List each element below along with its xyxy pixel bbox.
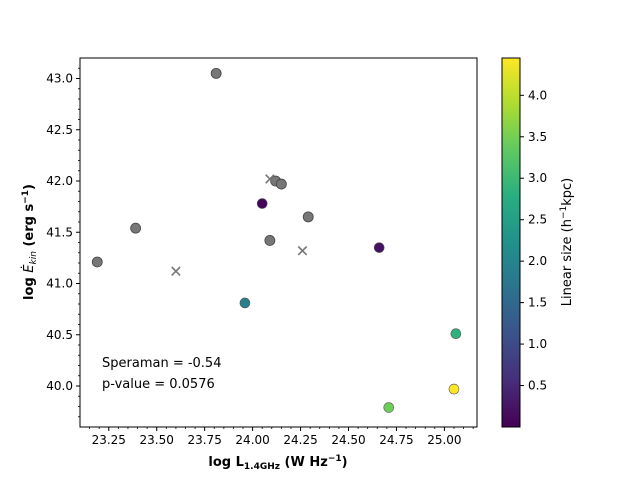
x-axis-ticks: 23.25 23.50 23.75 24.00 24.25 24.50 24.75 25.00 [89, 427, 474, 447]
colored-point [383, 402, 395, 413]
p-value-annotation: p-value = 0.0576 [102, 377, 215, 392]
colored-point [450, 328, 462, 340]
y-tick-label: 40.0 [46, 379, 73, 393]
upper-limit-marker [171, 266, 181, 276]
colorbar-tick-label: 1.0 [528, 337, 547, 351]
y-tick-label: 41.0 [46, 277, 73, 291]
upper-limit-marker [265, 174, 275, 184]
x-tick-label: 23.50 [140, 433, 174, 447]
gray-point [275, 178, 287, 190]
x-tick-label: 24.75 [379, 433, 413, 447]
colored-point [256, 198, 268, 209]
colored-point [373, 242, 385, 253]
gray-point [302, 211, 314, 223]
y-tick-label: 42.5 [46, 123, 73, 137]
upper-limit-marker [297, 245, 308, 256]
spearman-annotation: Speraman = -0.54 [102, 356, 221, 371]
plot-area [79, 57, 478, 428]
x-tick-label: 23.75 [187, 433, 221, 447]
x-axis-title: log L1.4GHz (W Hz−1) [208, 454, 347, 472]
x-tick-label: 25.00 [427, 433, 461, 447]
gray-point [130, 222, 142, 234]
colorbar-ticks: 0.5 1.0 1.5 2.0 2.5 3.0 3.5 4.0 [520, 88, 547, 393]
gray-point [91, 256, 103, 268]
colorbar-tick-label: 2.0 [528, 254, 547, 268]
x-tick-label: 24.50 [331, 433, 365, 447]
colorbar-tick-label: 4.0 [528, 88, 547, 102]
colorbar-title: Linear size (h−1kpc) [559, 178, 575, 306]
data-points [91, 67, 462, 413]
y-axis-title: log Ėkin (erg s−1) [21, 184, 39, 300]
colorbar-tick-label: 2.5 [528, 213, 547, 227]
y-tick-label: 40.5 [46, 328, 73, 342]
colored-point [239, 297, 251, 309]
y-tick-label: 41.5 [46, 225, 73, 239]
y-axis-ticks: 40.0 40.5 41.0 41.5 42.0 42.5 43.0 [46, 67, 80, 418]
x-tick-label: 24.00 [235, 433, 269, 447]
colorbar-tick-label: 3.5 [528, 130, 547, 144]
y-tick-label: 42.0 [46, 174, 73, 188]
colorbar [501, 57, 521, 428]
colorbar-tick-label: 3.0 [528, 171, 547, 185]
colorbar-tick-label: 0.5 [528, 379, 547, 393]
y-tick-label: 43.0 [46, 72, 73, 86]
gray-point [264, 235, 276, 246]
x-tick-label: 24.25 [283, 433, 317, 447]
x-tick-label: 23.25 [92, 433, 126, 447]
colored-point [448, 383, 460, 395]
gray-point [210, 67, 222, 79]
colorbar-tick-label: 1.5 [528, 296, 547, 310]
